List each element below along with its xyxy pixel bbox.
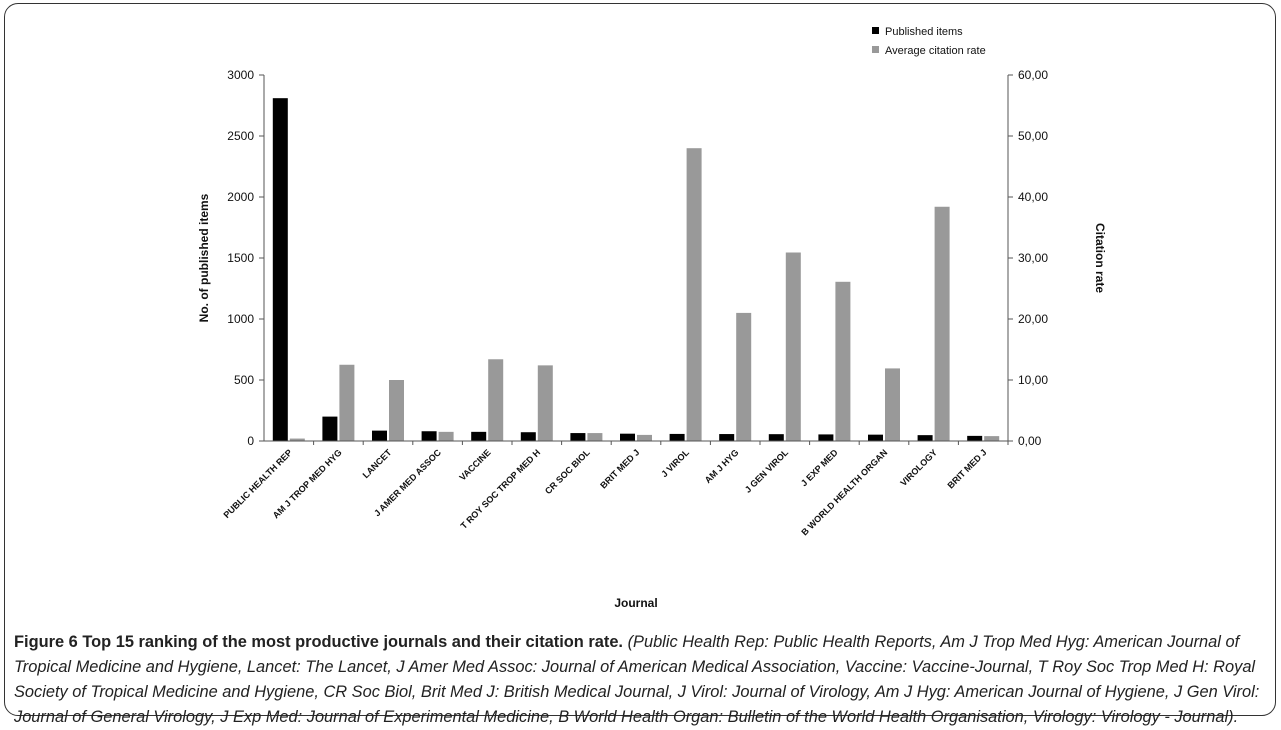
x-tick-label: BRIT MED J <box>945 447 988 490</box>
x-tick-label: B WORLD HEALTH ORGAN <box>799 447 889 537</box>
y2-axis-label: Citation rate <box>1093 223 1107 293</box>
y-tick-label: 2000 <box>227 190 254 204</box>
bar-published-items <box>272 98 288 442</box>
bar-average-citation-rate <box>785 252 801 441</box>
y2-tick-label: 60,00 <box>1018 68 1048 82</box>
legend-label-average-citation-rate: Average citation rate <box>885 45 986 57</box>
bar-average-citation-rate <box>289 438 305 441</box>
y-axis-label: No. of published items <box>197 193 211 322</box>
bar-average-citation-rate <box>835 281 851 441</box>
bar-average-citation-rate <box>934 206 950 441</box>
x-tick-label: CR SOC BIOL <box>543 447 592 496</box>
chart: 0 500 1000 1500 2000 2500 3000 0,00 10,00 20,00 30… <box>197 26 1107 610</box>
y2-tick-label: 20,00 <box>1018 312 1048 326</box>
bar-published-items <box>768 434 784 441</box>
y2-tick-label: 0,00 <box>1018 434 1042 448</box>
x-tick-label: BRIT MED J <box>598 447 641 490</box>
bar-published-items <box>322 416 338 441</box>
y-tick-label: 0 <box>247 434 254 448</box>
figure-frame <box>4 3 1276 716</box>
y2-tick-label: 40,00 <box>1018 190 1048 204</box>
bar-average-citation-rate <box>686 148 702 441</box>
x-tick-label: J VIROL <box>659 447 691 479</box>
bar-published-items <box>818 434 834 441</box>
legend-swatch-published-items <box>872 27 879 34</box>
x-tick-label: VIROLOGY <box>898 447 939 488</box>
bar-published-items <box>669 433 685 441</box>
y-tick-label: 1000 <box>227 312 254 326</box>
bar-average-citation-rate <box>389 380 404 441</box>
y2-tick-label: 30,00 <box>1018 251 1048 265</box>
x-tick-label: LANCET <box>361 447 394 480</box>
y-tick-label: 3000 <box>227 68 254 82</box>
x-tick-label: AM J HYG <box>703 447 741 485</box>
bar-average-citation-rate <box>637 434 652 441</box>
legend-swatch-average-citation-rate <box>872 46 879 53</box>
bar-published-items <box>421 431 437 441</box>
bar-published-items <box>917 435 933 441</box>
y-tick-label: 500 <box>234 373 254 387</box>
x-tick-label: J EXP MED <box>799 447 840 488</box>
bar-published-items <box>520 432 536 441</box>
bar-average-citation-rate <box>984 436 1000 441</box>
bar-published-items <box>620 433 635 441</box>
caption-text: (Public Health Rep: Public Health Report… <box>14 633 1260 726</box>
bar-average-citation-rate <box>438 431 454 441</box>
bar-published-items <box>570 433 586 441</box>
bar-average-citation-rate <box>736 312 752 441</box>
bar-published-items <box>719 434 735 441</box>
bar-published-items <box>372 430 387 441</box>
bar-average-citation-rate <box>488 359 504 441</box>
x-tick-label: VACCINE <box>457 447 492 482</box>
legend-label-published-items: Published items <box>885 26 963 38</box>
bar-average-citation-rate <box>587 433 603 441</box>
x-axis-label: Journal <box>614 596 657 610</box>
caption-title: Top 15 ranking of the most productive jo… <box>82 633 623 651</box>
caption-label: Figure 6 <box>14 633 78 651</box>
y-tick-label: 1500 <box>227 251 254 265</box>
bar-published-items <box>868 434 883 441</box>
y2-tick-label: 10,00 <box>1018 373 1048 387</box>
bar-average-citation-rate <box>537 365 553 441</box>
x-tick-label: T ROY SOC TROP MED H <box>459 447 543 531</box>
bar-average-citation-rate <box>339 364 355 441</box>
y-tick-label: 2500 <box>227 129 254 143</box>
y2-tick-label: 50,00 <box>1018 129 1048 143</box>
figure-caption: Figure 6 Top 15 ranking of the most prod… <box>14 630 1269 730</box>
bar-published-items <box>967 435 983 441</box>
bar-average-citation-rate <box>885 368 900 441</box>
x-tick-label: J GEN VIROL <box>743 447 791 495</box>
bar-published-items <box>471 431 487 441</box>
legend: Published items Average citation rate <box>872 26 986 57</box>
